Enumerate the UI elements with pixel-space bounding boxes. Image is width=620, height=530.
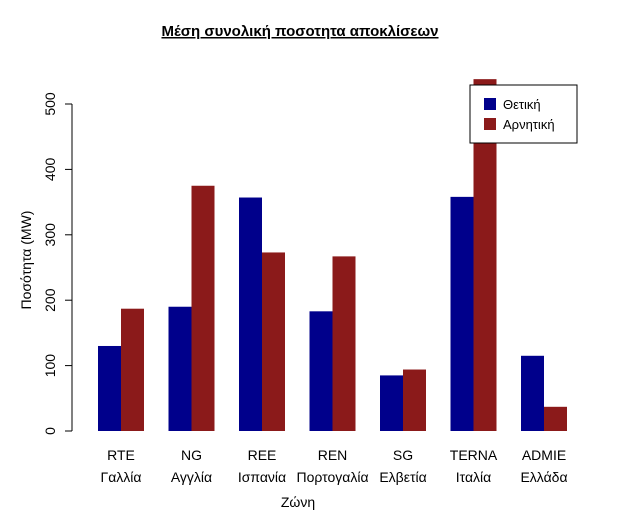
x-axis-labels: RTE Γαλλία NG Αγγλία REE Ισπανία REN Πορτογαλία… <box>100 447 567 485</box>
x-tick-label-code: RTE <box>107 447 135 463</box>
bar-terna-negative <box>473 79 497 431</box>
y-axis: 0 100 200 300 400 500 <box>42 92 73 435</box>
legend-swatch <box>484 118 496 130</box>
x-tick-label-code: TERNA <box>450 447 498 463</box>
x-tick-label-code: SG <box>393 447 413 463</box>
y-tick-label: 500 <box>42 92 58 116</box>
x-tick-label-country: Αγγλία <box>171 469 212 485</box>
x-tick-label-country: Ελλάδα <box>520 469 567 485</box>
bar-rte-negative <box>121 308 144 431</box>
y-axis-label: Ποσότητα (MW) <box>18 211 34 310</box>
y-tick-label: 0 <box>42 427 58 435</box>
y-tick-label: 100 <box>42 354 58 378</box>
bar-ree-negative <box>262 252 285 431</box>
legend-label: Αρνητική <box>503 117 555 132</box>
legend: Θετική Αρνητική <box>469 84 578 144</box>
bar-sg-positive <box>380 375 403 431</box>
x-tick-label-code: ADMIE <box>522 447 566 463</box>
x-tick-label-code: REE <box>248 447 277 463</box>
x-tick-label-code: REN <box>318 447 348 463</box>
x-tick-label-country: Ελβετία <box>379 469 426 485</box>
bar-ree-positive <box>239 197 262 431</box>
bar-ng-positive <box>168 306 192 431</box>
y-tick-label: 300 <box>42 223 58 247</box>
x-tick-label-code: NG <box>181 447 202 463</box>
chart-title: Μέση συνολική ποσοτητα αποκλίσεων <box>161 23 438 40</box>
bar-ren-negative <box>332 256 356 431</box>
y-tick-label: 200 <box>42 288 58 312</box>
y-tick-label: 400 <box>42 158 58 182</box>
x-tick-label-country: Γαλλία <box>100 469 141 485</box>
bar-rte-positive <box>98 345 121 431</box>
bar-admie-negative <box>544 406 567 431</box>
legend-swatch <box>484 98 496 110</box>
bar-admie-positive <box>521 355 544 431</box>
x-tick-label-country: Πορτογαλία <box>296 469 368 485</box>
x-tick-label-country: Ιταλία <box>456 469 492 485</box>
x-axis-label: Ζώνη <box>281 494 315 510</box>
legend-label: Θετική <box>503 97 541 112</box>
bar-ng-negative <box>191 185 215 431</box>
bars <box>98 79 567 431</box>
legend-box <box>469 84 578 144</box>
bar-ren-positive <box>309 311 333 431</box>
bar-sg-negative <box>403 369 426 431</box>
bar-terna-positive <box>450 196 474 431</box>
x-tick-label-country: Ισπανία <box>238 469 286 485</box>
